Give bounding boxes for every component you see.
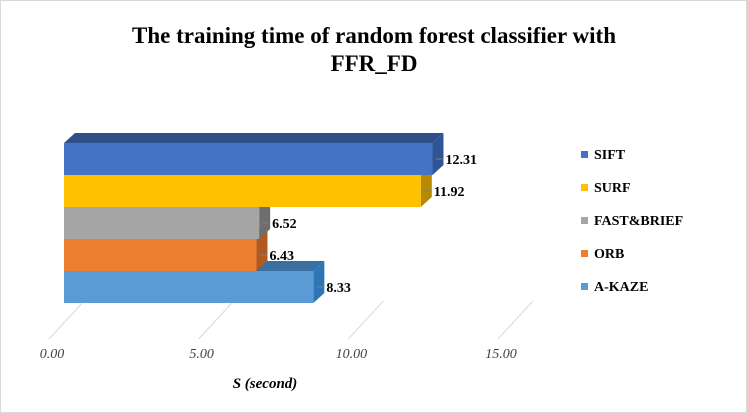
gridline-0 [48, 300, 85, 340]
data-label-surf: 11.92 [434, 185, 465, 200]
bar-front-face [64, 207, 260, 239]
bar-end-face [432, 133, 444, 175]
x-tick-label-3: 15.00 [485, 347, 517, 362]
gridline-2 [347, 300, 384, 340]
x-tick-label-0: 0.00 [40, 347, 65, 362]
legend-label-sift: SIFT [594, 148, 626, 163]
legend-swatch-orb [581, 250, 588, 257]
data-label-fast-brief: 6.52 [272, 217, 297, 232]
bar-end-face [259, 197, 271, 239]
legend-label-fast-brief: FAST&BRIEF [594, 214, 683, 229]
bar-end-face [313, 261, 325, 303]
data-label-orb: 6.43 [269, 249, 294, 264]
chart-title-line-1: The training time of random forest class… [132, 23, 616, 48]
bar-sift [64, 133, 444, 175]
bar-front-face [64, 271, 314, 303]
gridline-3 [497, 300, 534, 340]
bars [64, 133, 444, 303]
legend-swatch-surf [581, 184, 588, 191]
data-labels: 8.33 6.43 6.52 11.92 12.31 [259, 153, 477, 296]
legend-swatch-sift [581, 151, 588, 158]
legend-label-surf: SURF [594, 181, 631, 196]
bar-front-face [64, 143, 433, 175]
legend-label-a-kaze: A-KAZE [594, 280, 648, 295]
bar-front-face [64, 239, 257, 271]
bar-top-face [64, 133, 444, 143]
chart-title-line-2: FFR_FD [331, 51, 418, 76]
x-tick-label-1: 5.00 [189, 347, 214, 362]
legend-swatch-a-kaze [581, 283, 588, 290]
gridline-1 [198, 300, 235, 340]
bar-front-face [64, 175, 421, 207]
legend-swatch-fast-brief [581, 217, 588, 224]
legend: SIFT SURF FAST&BRIEF ORB A-KAZE [581, 148, 683, 295]
data-label-sift: 12.31 [445, 153, 477, 168]
x-tick-label-2: 10.00 [336, 347, 368, 362]
legend-label-orb: ORB [594, 247, 624, 262]
x-axis-ticks: 0.00 5.00 10.00 15.00 [40, 347, 517, 362]
data-label-a-kaze: 8.33 [326, 281, 351, 296]
bar-end-face [256, 229, 268, 271]
x-axis-title: S (second) [233, 376, 298, 392]
bar-end-face [420, 165, 432, 207]
gridlines [48, 300, 534, 340]
